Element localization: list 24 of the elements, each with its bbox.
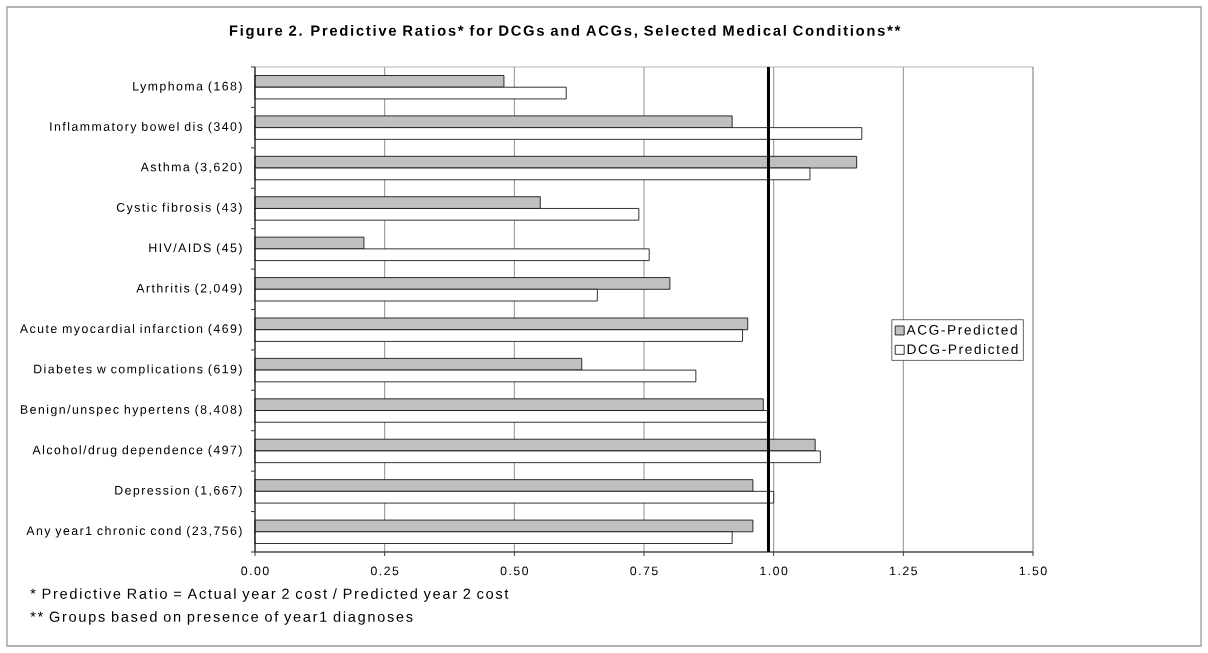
y-tick-label: Arthritis (2,049)	[136, 283, 242, 296]
x-tick-label: 0.25	[370, 566, 399, 576]
y-tick-label: Any year1 chronic cond (23,756)	[26, 526, 242, 538]
x-tick-label: 0.00	[241, 566, 269, 576]
y-tick-label: Diabetes w complications (619)	[34, 364, 242, 376]
y-tick-label: HIV/AIDS (45)	[149, 243, 242, 255]
y-tick-label: Lymphoma (168)	[133, 81, 242, 93]
chart-title: Figure 2. Predictive Ratios* for DCGs and ACGs, Selected Medical Conditions**	[229, 25, 901, 39]
text: ** Groups based on presence of year1 diagnoses	[30, 611, 413, 625]
y-tick-label: Acute myocardial infarction (469)	[19, 323, 242, 336]
y-tick-label: Benign/unspec hypertens (8,408)	[20, 404, 242, 417]
y-tick-label: Asthma (3,620)	[140, 162, 242, 174]
y-tick-label: Inflammatory bowel dis (340)	[50, 121, 242, 134]
legend-label: ACG-Predicted	[906, 324, 1017, 335]
y-tick-label: Cystic fibrosis (43)	[116, 202, 242, 215]
x-tick-label: 1.00	[760, 566, 788, 576]
y-tick-label: Alcohol/drug dependence (497)	[32, 445, 242, 457]
x-tick-label: 1.25	[890, 566, 917, 576]
x-tick-label: 1.50	[1019, 566, 1047, 576]
x-tick-label: 0.50	[500, 566, 529, 576]
x-tick-label: 0.75	[630, 566, 658, 576]
legend-label: DCG-Predicted	[907, 344, 1018, 355]
y-tick-label: Depression (1,667)	[115, 485, 242, 498]
text: * Predictive Ratio = Actual year 2 cost / Predicted year 2 cost	[30, 588, 509, 602]
